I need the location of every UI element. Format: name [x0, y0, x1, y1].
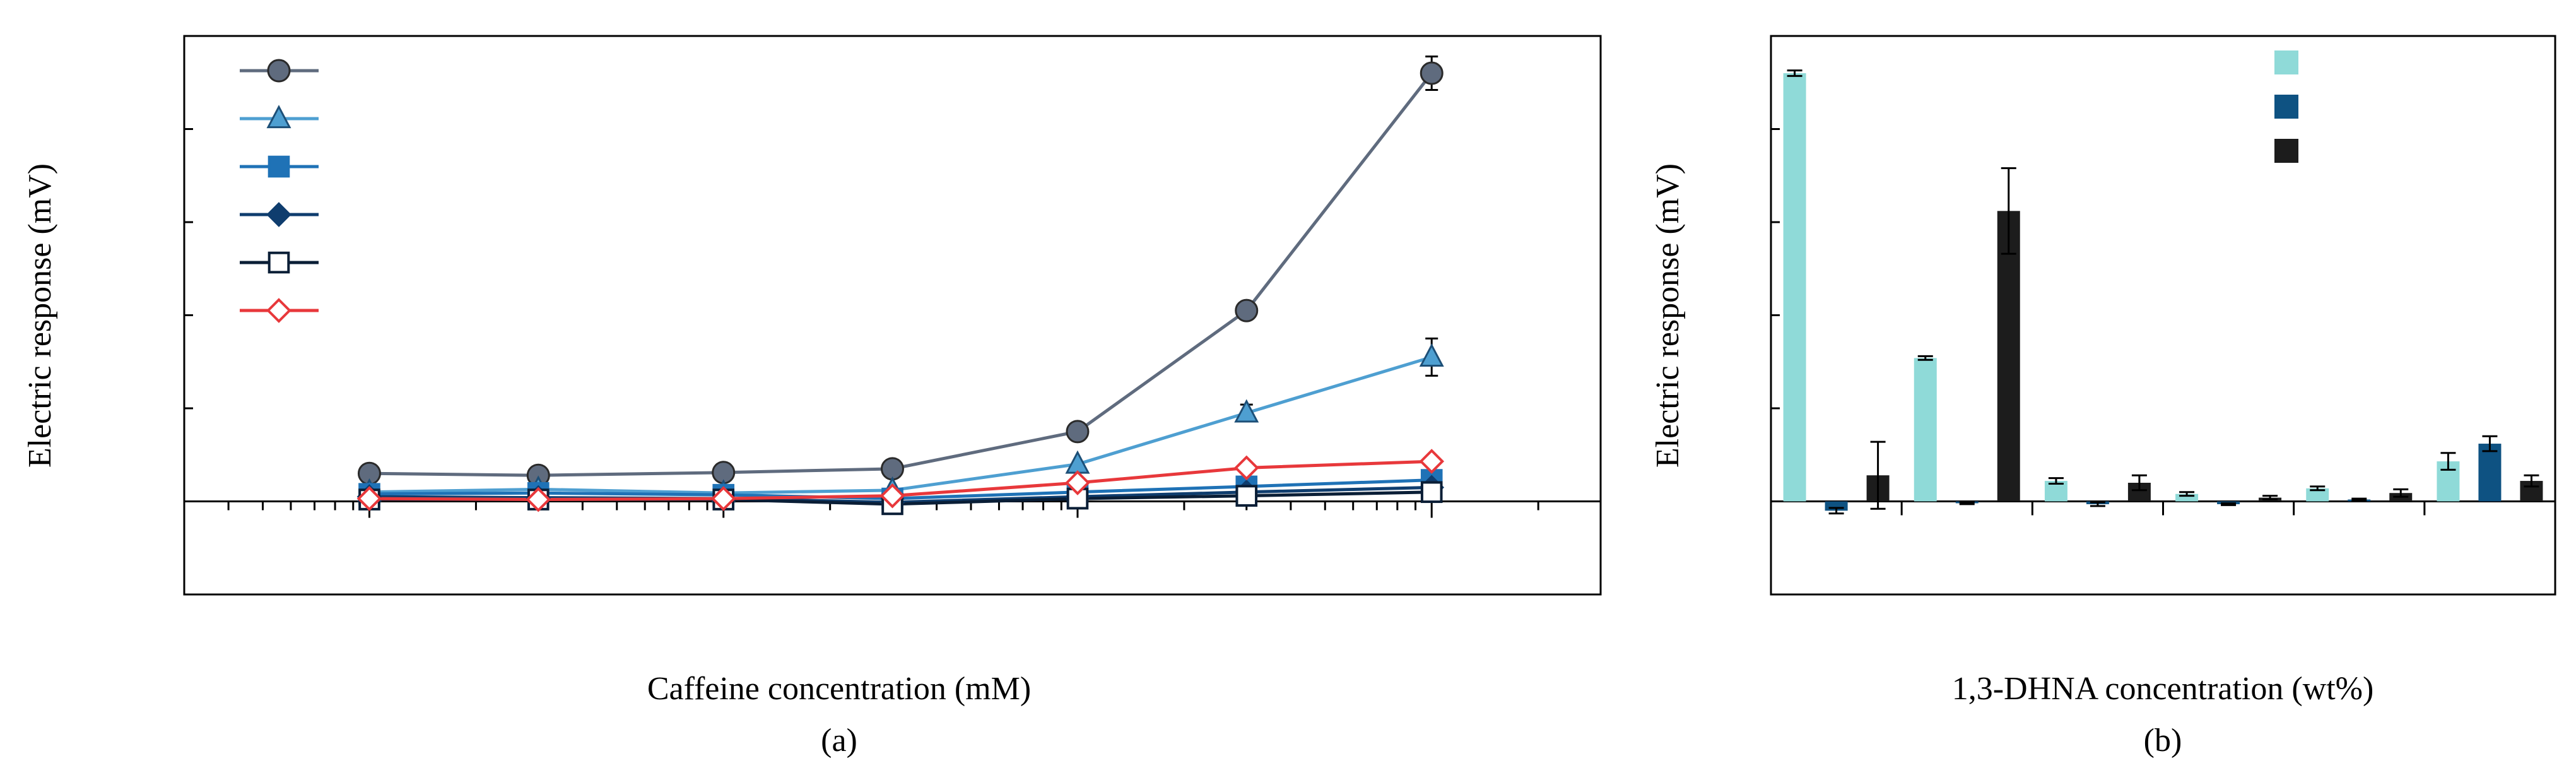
a-legend-marker-3	[266, 202, 291, 227]
panel-a-line-chart: Caffeine concentration (mM) Electric res…	[22, 35, 1602, 759]
a-point-0-4	[1066, 420, 1090, 444]
a-point-5-0	[356, 486, 382, 511]
a-point-5-1	[526, 487, 551, 512]
panel-a-x-axis-title: Caffeine concentration (mM)	[647, 671, 1031, 707]
a-legend-marker-4	[268, 251, 290, 274]
panel-b-y-axis-title: Electric response (mV)	[1650, 163, 1686, 468]
b-bar-0-4	[2306, 488, 2329, 502]
b-legend-swatch-0	[2274, 50, 2298, 74]
a-point-1-6	[1419, 343, 1444, 367]
a-point-0-5	[1235, 298, 1259, 322]
a-point-4-6	[1420, 481, 1443, 504]
a-legend-marker-0	[267, 59, 291, 83]
b-bar-2-1	[1997, 211, 2020, 502]
panel-a-y-axis-title: Electric response (mV)	[22, 163, 58, 468]
b-bar-0-0	[1783, 73, 1806, 502]
a-point-4-5	[1235, 485, 1258, 507]
a-point-5-2	[710, 486, 736, 511]
b-legend-swatch-2	[2274, 139, 2298, 163]
a-point-1-5	[1234, 399, 1259, 423]
b-bar-1-5	[2478, 444, 2502, 502]
a-point-5-5	[1233, 455, 1259, 481]
a-legend-marker-1	[266, 105, 291, 129]
panel-b-x-axis-title: 1,3-DHNA concentration (wt%)	[1952, 671, 2374, 707]
a-legend-marker-5	[266, 298, 291, 323]
b-bar-0-1	[1914, 358, 1937, 502]
a-legend-marker-2	[268, 155, 290, 178]
a-point-5-3	[879, 483, 905, 509]
a-point-0-6	[1420, 61, 1444, 85]
b-bar-0-3	[2175, 493, 2199, 502]
panel-a-label: (a)	[821, 723, 857, 759]
a-point-5-6	[1419, 449, 1445, 474]
panel-b-label: (b)	[2144, 723, 2182, 759]
a-point-5-4	[1065, 470, 1090, 495]
a-point-0-3	[881, 457, 904, 481]
b-legend-swatch-1	[2274, 95, 2298, 119]
panel-b-bar-chart: 1,3-DHNA concentration (wt%) Electric re…	[1650, 35, 2556, 759]
